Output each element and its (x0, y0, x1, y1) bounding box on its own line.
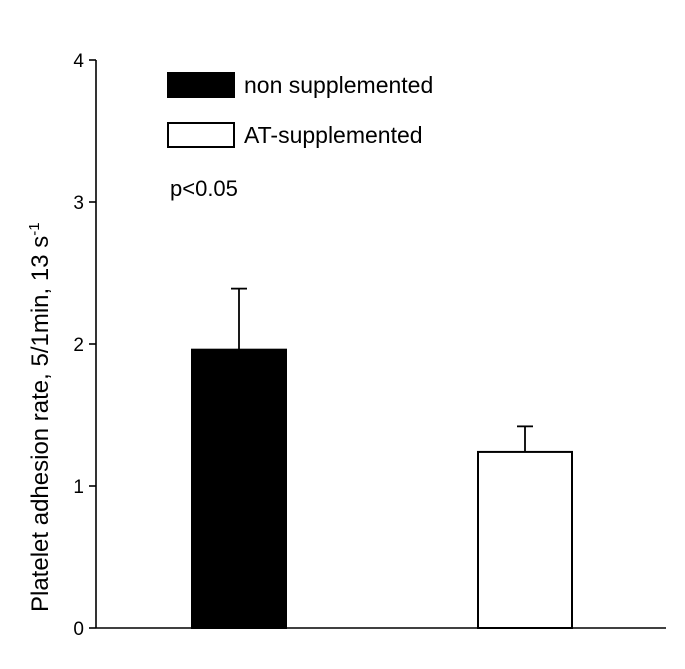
y-tick-label-0: 0 (73, 619, 84, 640)
y-tick-label-2: 2 (73, 335, 84, 356)
legend: non supplemented AT-supplemented (167, 72, 433, 148)
y-axis-label-superscript: -1 (26, 222, 43, 235)
y-axis-label: Platelet adhesion rate, 5/1min, 13 s-1 (26, 222, 54, 612)
y-ticks: 0 1 2 3 4 (73, 51, 96, 640)
y-tick-label-1: 1 (73, 477, 84, 498)
y-tick-label-4: 4 (73, 51, 84, 72)
legend-swatch-at-supplemented (167, 122, 235, 148)
bars (191, 287, 573, 630)
bar-at-supplemented (477, 450, 573, 630)
significance-annotation: p<0.05 (170, 176, 238, 201)
legend-label-at-supplemented: AT-supplemented (244, 122, 423, 148)
legend-label-non-supplemented: non supplemented (244, 72, 433, 98)
legend-swatch-non-supplemented (167, 72, 235, 98)
y-tick-label-3: 3 (73, 193, 84, 214)
y-axis-label-main: Platelet adhesion rate, 5/1min, 13 s (27, 236, 54, 612)
bar-non-supplemented (191, 348, 287, 629)
